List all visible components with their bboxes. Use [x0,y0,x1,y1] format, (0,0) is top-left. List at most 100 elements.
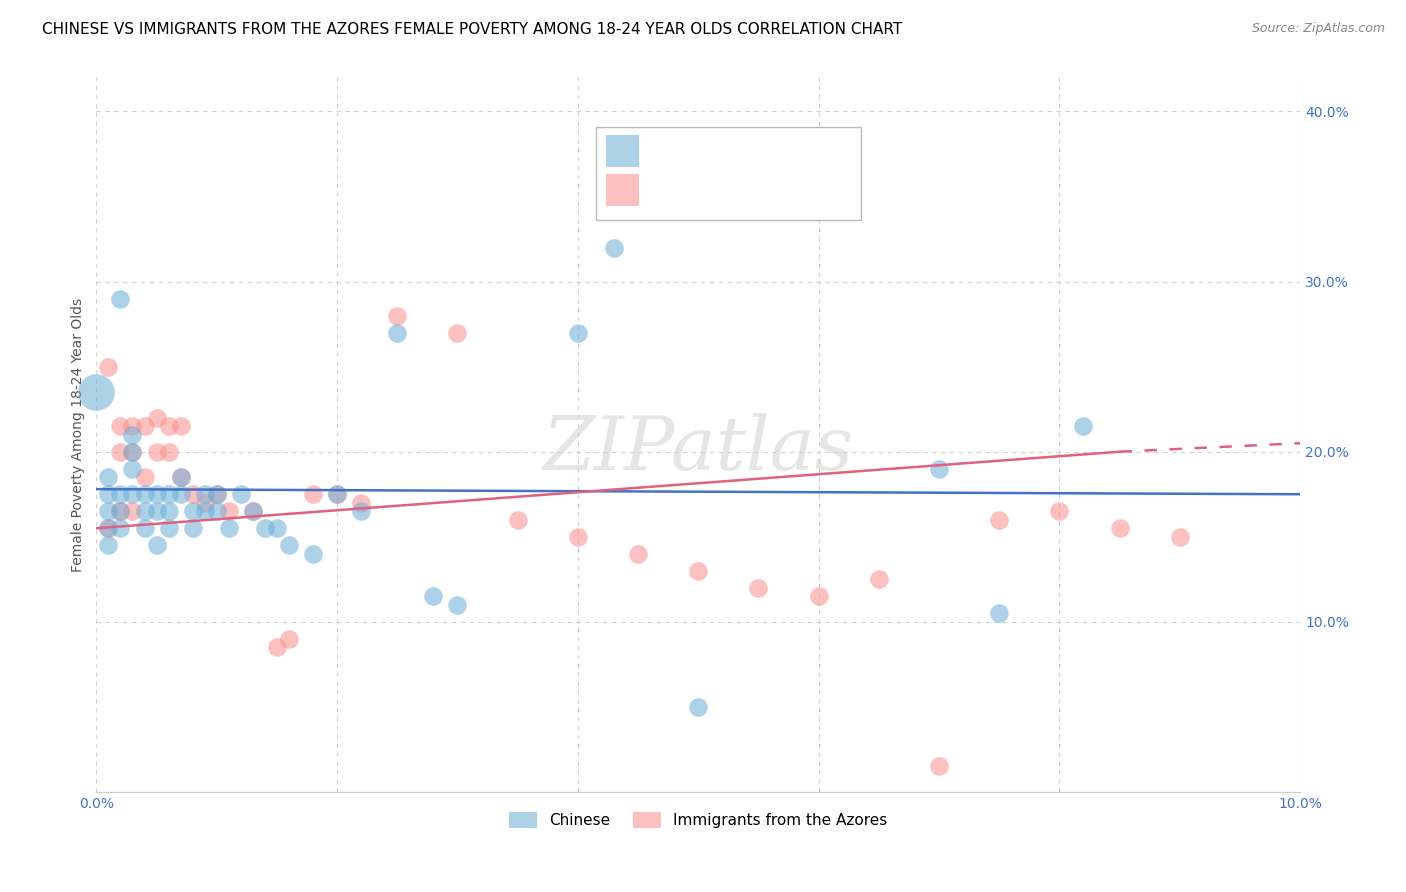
Point [134,487,156,501]
Point [253,521,276,535]
Point [218,521,240,535]
Bar [606,174,640,206]
Point [302,547,325,561]
Point [86,385,108,400]
Point [145,487,167,501]
Point [121,419,143,434]
Point [121,444,143,458]
Point [387,326,409,340]
Point [157,504,180,518]
Y-axis label: Female Poverty Among 18-24 Year Olds: Female Poverty Among 18-24 Year Olds [72,298,86,572]
Point [205,487,228,501]
Point [121,444,143,458]
Point [1108,521,1130,535]
Point [446,598,468,612]
Point [446,326,468,340]
Point [110,292,132,306]
Point [110,521,132,535]
Text: N =: N = [755,142,792,160]
Point [807,590,830,604]
Point [603,241,626,255]
Point [205,504,228,518]
Point [181,521,204,535]
Point [567,326,589,340]
Point [110,419,132,434]
Text: CHINESE VS IMMIGRANTS FROM THE AZORES FEMALE POVERTY AMONG 18-24 YEAR OLDS CORRE: CHINESE VS IMMIGRANTS FROM THE AZORES FE… [42,22,903,37]
Point [110,444,132,458]
Point [110,487,132,501]
Text: 49: 49 [799,142,821,160]
Point [218,504,240,518]
Point [121,427,143,442]
Point [387,309,409,323]
Point [627,547,650,561]
Text: 0.004: 0.004 [695,142,747,160]
Point [157,521,180,535]
Text: 40: 40 [799,181,821,199]
Point [134,504,156,518]
Text: Source: ZipAtlas.com: Source: ZipAtlas.com [1251,22,1385,36]
Point [169,487,191,501]
Point [688,699,710,714]
Point [121,504,143,518]
Point [134,470,156,484]
Point [988,513,1011,527]
Point [134,521,156,535]
Point [928,461,950,475]
Text: R =: R = [648,142,685,160]
Point [266,521,288,535]
Point [121,487,143,501]
Point [97,470,120,484]
Text: 0.098: 0.098 [695,181,747,199]
Point [302,487,325,501]
Point [134,419,156,434]
Point [110,504,132,518]
Point [688,564,710,578]
Point [326,487,349,501]
Point [868,572,890,586]
Point [157,419,180,434]
Point [242,504,264,518]
Point [928,759,950,773]
Point [567,530,589,544]
Point [145,444,167,458]
Point [169,419,191,434]
Point [194,487,217,501]
Point [205,487,228,501]
Point [506,513,529,527]
Point [1168,530,1191,544]
Point [169,470,191,484]
FancyBboxPatch shape [596,128,860,220]
Point [110,504,132,518]
Point [194,504,217,518]
Point [242,504,264,518]
Text: ZIPatlas: ZIPatlas [543,413,853,485]
Point [1073,419,1095,434]
Text: R =: R = [648,181,685,199]
Point [350,504,373,518]
Point [97,504,120,518]
Point [229,487,252,501]
Point [181,487,204,501]
Bar [606,135,640,167]
Point [97,538,120,552]
Point [157,487,180,501]
Point [181,504,204,518]
Point [266,640,288,655]
Point [278,538,301,552]
Point [988,607,1011,621]
Point [121,461,143,475]
Point [1047,504,1070,518]
Point [97,521,120,535]
Point [97,359,120,374]
Point [422,590,444,604]
Point [97,521,120,535]
Point [350,496,373,510]
Point [97,487,120,501]
Point [145,538,167,552]
Point [169,470,191,484]
Point [145,410,167,425]
Point [326,487,349,501]
Point [747,581,769,595]
Point [157,444,180,458]
